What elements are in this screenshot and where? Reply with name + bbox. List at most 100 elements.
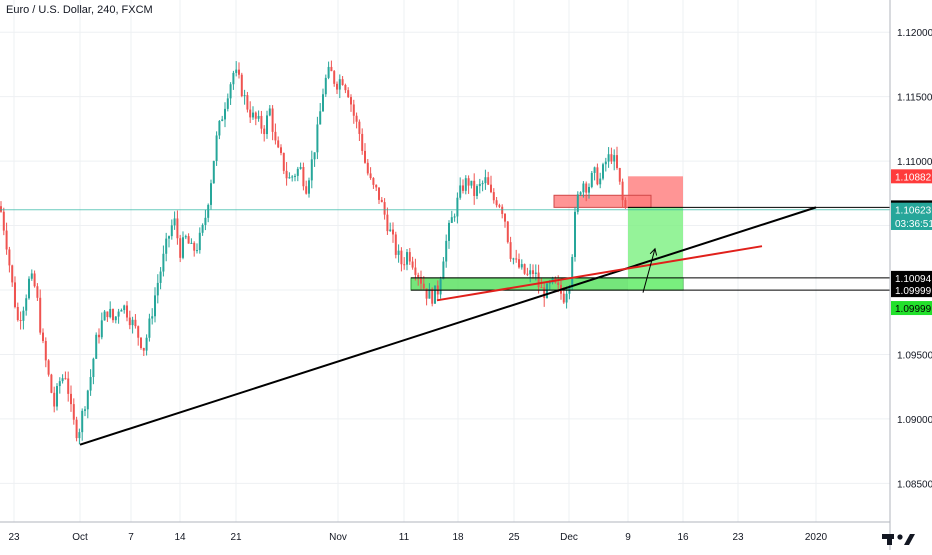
candle-body [280,147,282,153]
candle-body [501,206,504,214]
candle-body [546,283,548,299]
candle [582,181,585,198]
candle-body [145,337,148,351]
candle-body [316,124,319,153]
candle [229,82,232,105]
candle-body [593,167,596,173]
candle [240,72,243,98]
x-tick-label: Dec [560,532,578,543]
candle-body [182,237,184,258]
candle [221,115,224,122]
candle [341,76,344,86]
candle [319,103,322,125]
candle [596,163,599,186]
candle [476,184,478,200]
candle-body [621,181,624,201]
price-label: 1.10623 [891,202,932,217]
candle-body [355,115,358,122]
candle [25,294,28,316]
candle [238,62,240,79]
candle-body [369,173,372,179]
candle [369,167,372,180]
candle [590,170,593,189]
candle-body [403,264,406,266]
price-label-text: 1.10094 [895,274,932,285]
candle [123,304,126,314]
candle-body [495,200,498,206]
candle-body [375,184,378,188]
candle [215,131,218,166]
candle-body [193,242,196,251]
candle-body [532,270,534,274]
candle [305,180,308,195]
candle [442,257,445,280]
candle [428,283,431,299]
candle [75,416,78,442]
candle [618,167,621,185]
x-tick-label: 21 [230,532,242,543]
candle [389,222,392,232]
candle-body [36,286,39,298]
candle-body [109,308,112,318]
candle-body [613,155,616,162]
candle [58,377,61,394]
candle [470,180,473,189]
candle-body [277,140,280,148]
candle-body [0,206,2,212]
candle-body [39,297,42,333]
candle-body [229,84,232,99]
candle-body [232,72,235,85]
candle-body [448,222,450,241]
candle [243,89,246,105]
candle [593,166,596,181]
candle-body [330,66,333,72]
candle [179,234,182,263]
tradingview-logo-icon [878,530,926,548]
candle-body [336,83,338,90]
candle-body [184,236,187,238]
zones [410,176,684,291]
candle [224,102,226,128]
price-label: 1.10882 [891,169,932,184]
candle [268,105,271,117]
candle-body [324,77,327,95]
candle-body [159,271,162,283]
candle-body [2,211,5,231]
x-tick-label: 23 [732,532,744,543]
candle [78,428,81,445]
candle-body [498,205,501,207]
candle [478,178,481,194]
price-labels: 1.108821.106411.1062303:36:511.100941.09… [891,169,932,316]
candle [352,99,355,124]
y-tick-label: 1.09000 [897,415,932,426]
candle-body [30,273,33,279]
candle-body [11,265,14,283]
candle-body [571,256,574,287]
candle-body [72,404,75,420]
candle-body [305,186,308,194]
candle [450,210,453,224]
candle [616,146,618,170]
candle [302,162,305,191]
candle-body [492,192,495,201]
candle [201,223,204,236]
candle-body [512,258,515,260]
candle [137,325,140,346]
grid [0,0,890,522]
candle [2,207,5,236]
candle-body [464,178,467,191]
red-trendline [436,245,763,302]
candle-body [176,218,179,239]
candle-body [322,94,324,112]
price-label-bg [891,301,932,316]
candle [280,144,282,156]
candle [187,233,190,244]
candle [490,175,492,194]
candle-body [557,282,560,285]
candle [70,385,72,412]
candle [501,204,504,219]
candle [263,125,266,142]
candle-body [422,283,425,289]
candle [576,191,579,215]
